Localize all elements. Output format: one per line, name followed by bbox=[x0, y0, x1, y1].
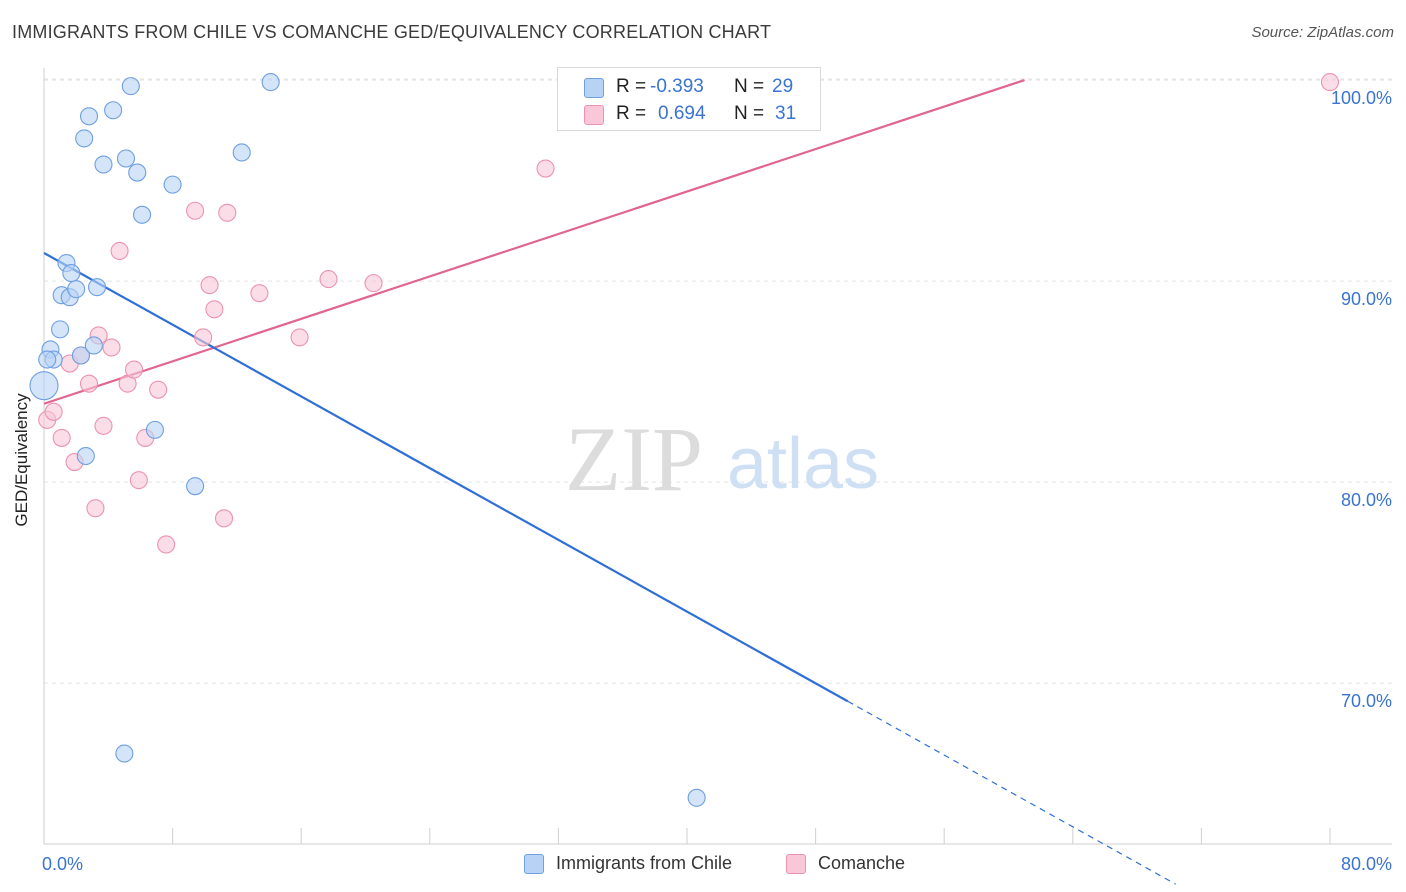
trend-line-chile bbox=[43, 252, 849, 703]
blue-swatch-icon bbox=[524, 854, 544, 874]
point-chile bbox=[133, 205, 152, 224]
y-tick-label: 100.0% bbox=[1331, 88, 1392, 108]
point-comanche bbox=[1320, 73, 1340, 92]
stats-legend: R = -0.393 N = 29 R = 0.694 N = 31 bbox=[557, 67, 821, 131]
point-comanche bbox=[129, 471, 148, 490]
r-label: R = bbox=[616, 76, 647, 97]
y-tick-label: 90.0% bbox=[1341, 289, 1392, 309]
point-chile bbox=[84, 336, 103, 355]
gridlines bbox=[44, 78, 1392, 684]
n-label: N = bbox=[734, 76, 765, 97]
point-comanche bbox=[205, 300, 224, 319]
source-credit: Source: ZipAtlas.com bbox=[1251, 24, 1394, 41]
point-chile bbox=[75, 129, 94, 148]
point-comanche bbox=[94, 416, 113, 435]
stats-legend-row-chile: R = -0.393 N = 29 bbox=[558, 74, 820, 102]
blue-swatch-icon bbox=[584, 78, 604, 98]
data-points bbox=[29, 73, 1340, 807]
point-comanche bbox=[157, 535, 176, 554]
point-comanche bbox=[214, 509, 234, 528]
point-chile bbox=[51, 320, 70, 339]
point-comanche bbox=[319, 270, 338, 289]
point-comanche bbox=[124, 360, 144, 379]
point-comanche bbox=[149, 380, 168, 399]
point-chile bbox=[121, 77, 140, 96]
y-tick-label: 70.0% bbox=[1341, 691, 1392, 711]
point-chile bbox=[128, 163, 147, 182]
point-chile bbox=[115, 744, 134, 763]
point-comanche bbox=[86, 499, 105, 518]
point-chile bbox=[38, 350, 57, 369]
point-comanche bbox=[250, 284, 269, 303]
legend-label-comanche: Comanche bbox=[818, 853, 906, 873]
r-value: -0.393 bbox=[650, 76, 704, 97]
n-value: 31 bbox=[775, 103, 797, 124]
point-comanche bbox=[79, 374, 99, 393]
point-chile bbox=[145, 420, 164, 439]
x-tick-label: 80.0% bbox=[1341, 854, 1392, 874]
point-comanche bbox=[200, 276, 219, 295]
point-comanche bbox=[44, 402, 63, 421]
watermark: ZIP atlas bbox=[565, 408, 879, 510]
pink-swatch-icon bbox=[584, 105, 604, 125]
x-tick-label: 0.0% bbox=[42, 854, 83, 874]
watermark-atlas: atlas bbox=[727, 424, 879, 504]
n-value: 29 bbox=[772, 76, 794, 97]
point-chile bbox=[261, 73, 280, 92]
watermark-zip: ZIP bbox=[565, 408, 703, 510]
point-chile bbox=[79, 107, 99, 126]
point-comanche bbox=[186, 201, 205, 220]
point-chile bbox=[62, 264, 81, 283]
point-comanche bbox=[218, 203, 237, 222]
n-label: N = bbox=[734, 103, 765, 124]
point-comanche bbox=[536, 159, 555, 178]
point-chile bbox=[94, 155, 113, 174]
point-chile bbox=[76, 446, 95, 466]
point-chile bbox=[67, 280, 86, 299]
trend-line-comanche bbox=[43, 79, 1025, 405]
point-comanche bbox=[52, 428, 71, 447]
point-chile bbox=[87, 278, 107, 297]
point-chile bbox=[163, 175, 182, 194]
point-comanche bbox=[110, 241, 129, 261]
point-chile bbox=[232, 143, 251, 162]
point-comanche bbox=[364, 274, 383, 293]
point-chile bbox=[29, 371, 59, 401]
point-comanche bbox=[290, 328, 309, 347]
point-chile bbox=[186, 477, 205, 496]
r-value: 0.694 bbox=[658, 103, 706, 124]
point-chile bbox=[71, 346, 91, 365]
chart-title: IMMIGRANTS FROM CHILE VS COMANCHE GED/EQ… bbox=[12, 22, 772, 42]
trend-lines bbox=[43, 79, 1176, 885]
point-chile bbox=[687, 788, 706, 807]
r-label: R = bbox=[616, 103, 647, 124]
point-chile bbox=[116, 149, 136, 168]
axes bbox=[43, 68, 1392, 845]
pink-swatch-icon bbox=[786, 854, 806, 874]
trend-line-chile-extrapolated bbox=[847, 700, 1176, 885]
legend-label-chile: Immigrants from Chile bbox=[556, 853, 733, 873]
point-comanche bbox=[102, 338, 121, 357]
y-tick-label: 80.0% bbox=[1341, 490, 1392, 510]
point-chile bbox=[104, 101, 123, 120]
stats-legend-row-comanche: R = 0.694 N = 31 bbox=[558, 101, 820, 129]
tick-labels: 70.0% 80.0% 90.0% 100.0% 0.0% 80.0% bbox=[42, 88, 1392, 874]
point-comanche bbox=[194, 328, 213, 347]
